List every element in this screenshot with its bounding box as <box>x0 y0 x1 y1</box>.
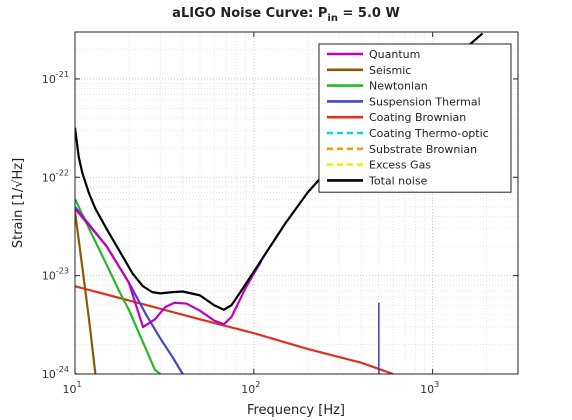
series-line-newtonian <box>75 198 161 374</box>
legend-entry: Coating Thermo-optic <box>369 127 489 140</box>
y-tick-label: 10-24 <box>42 365 69 381</box>
x-axis-label: Frequency [Hz] <box>247 403 345 418</box>
chart-title: aLIGO Noise Curve: Pin = 5.0 W <box>172 6 400 24</box>
y-tick-label: 10-23 <box>42 267 69 283</box>
legend-entry: Newtonian <box>369 80 428 93</box>
y-tick-label: 10-21 <box>42 70 69 86</box>
series-line-quantum <box>75 207 263 329</box>
series-line-seismic <box>75 211 97 374</box>
legend-entry: Seismic <box>369 64 411 77</box>
legend: Quantum Seismic Newtonian Suspension Therma… <box>318 43 512 193</box>
legend-entry: Coating Brownian <box>369 111 466 124</box>
plot-frame <box>74 31 519 375</box>
x-tick-label: 103 <box>420 380 439 396</box>
series-line-coating-brownian <box>75 285 394 374</box>
legend-entry: Total noise <box>368 174 428 187</box>
x-tick-label: 101 <box>62 380 81 396</box>
y-axis-label: Strain [1/√Hz] <box>11 158 26 248</box>
legend-entry: Excess Gas <box>369 159 431 172</box>
y-tick-label: 10-22 <box>42 168 69 184</box>
x-tick-label: 102 <box>241 380 260 396</box>
legend-entry: Suspension Thermal <box>369 95 481 108</box>
legend-entry: Substrate Brownian <box>369 143 477 156</box>
legend-entry: Quantum <box>369 48 420 61</box>
axis-ticks: 101 102 103 10-24 10-23 10-22 10-21 <box>42 32 518 396</box>
